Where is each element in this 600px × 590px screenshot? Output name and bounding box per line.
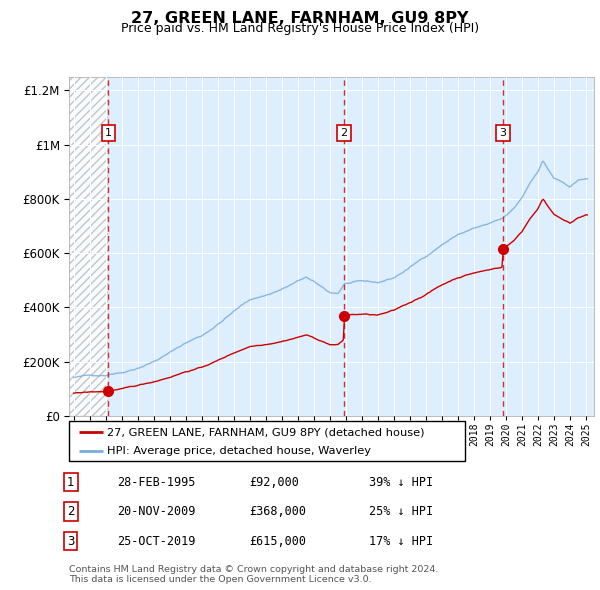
Text: Contains HM Land Registry data © Crown copyright and database right 2024.: Contains HM Land Registry data © Crown c… — [69, 565, 439, 573]
Text: £615,000: £615,000 — [249, 535, 306, 548]
Text: 27, GREEN LANE, FARNHAM, GU9 8PY: 27, GREEN LANE, FARNHAM, GU9 8PY — [131, 11, 469, 25]
Text: 1: 1 — [105, 127, 112, 137]
Bar — [69, 77, 108, 416]
Text: 25-OCT-2019: 25-OCT-2019 — [117, 535, 196, 548]
Text: Price paid vs. HM Land Registry's House Price Index (HPI): Price paid vs. HM Land Registry's House … — [121, 22, 479, 35]
Text: 2: 2 — [67, 505, 74, 518]
Text: 2: 2 — [340, 127, 347, 137]
Text: £368,000: £368,000 — [249, 505, 306, 518]
Text: 3: 3 — [67, 535, 74, 548]
Text: 27, GREEN LANE, FARNHAM, GU9 8PY (detached house): 27, GREEN LANE, FARNHAM, GU9 8PY (detach… — [107, 428, 424, 438]
Text: 28-FEB-1995: 28-FEB-1995 — [117, 476, 196, 489]
Text: £92,000: £92,000 — [249, 476, 299, 489]
Text: 39% ↓ HPI: 39% ↓ HPI — [369, 476, 433, 489]
Text: HPI: Average price, detached house, Waverley: HPI: Average price, detached house, Wave… — [107, 447, 371, 456]
Text: 1: 1 — [67, 476, 74, 489]
Text: 20-NOV-2009: 20-NOV-2009 — [117, 505, 196, 518]
Text: This data is licensed under the Open Government Licence v3.0.: This data is licensed under the Open Gov… — [69, 575, 371, 584]
Text: 25% ↓ HPI: 25% ↓ HPI — [369, 505, 433, 518]
Text: 3: 3 — [499, 127, 506, 137]
Text: 17% ↓ HPI: 17% ↓ HPI — [369, 535, 433, 548]
